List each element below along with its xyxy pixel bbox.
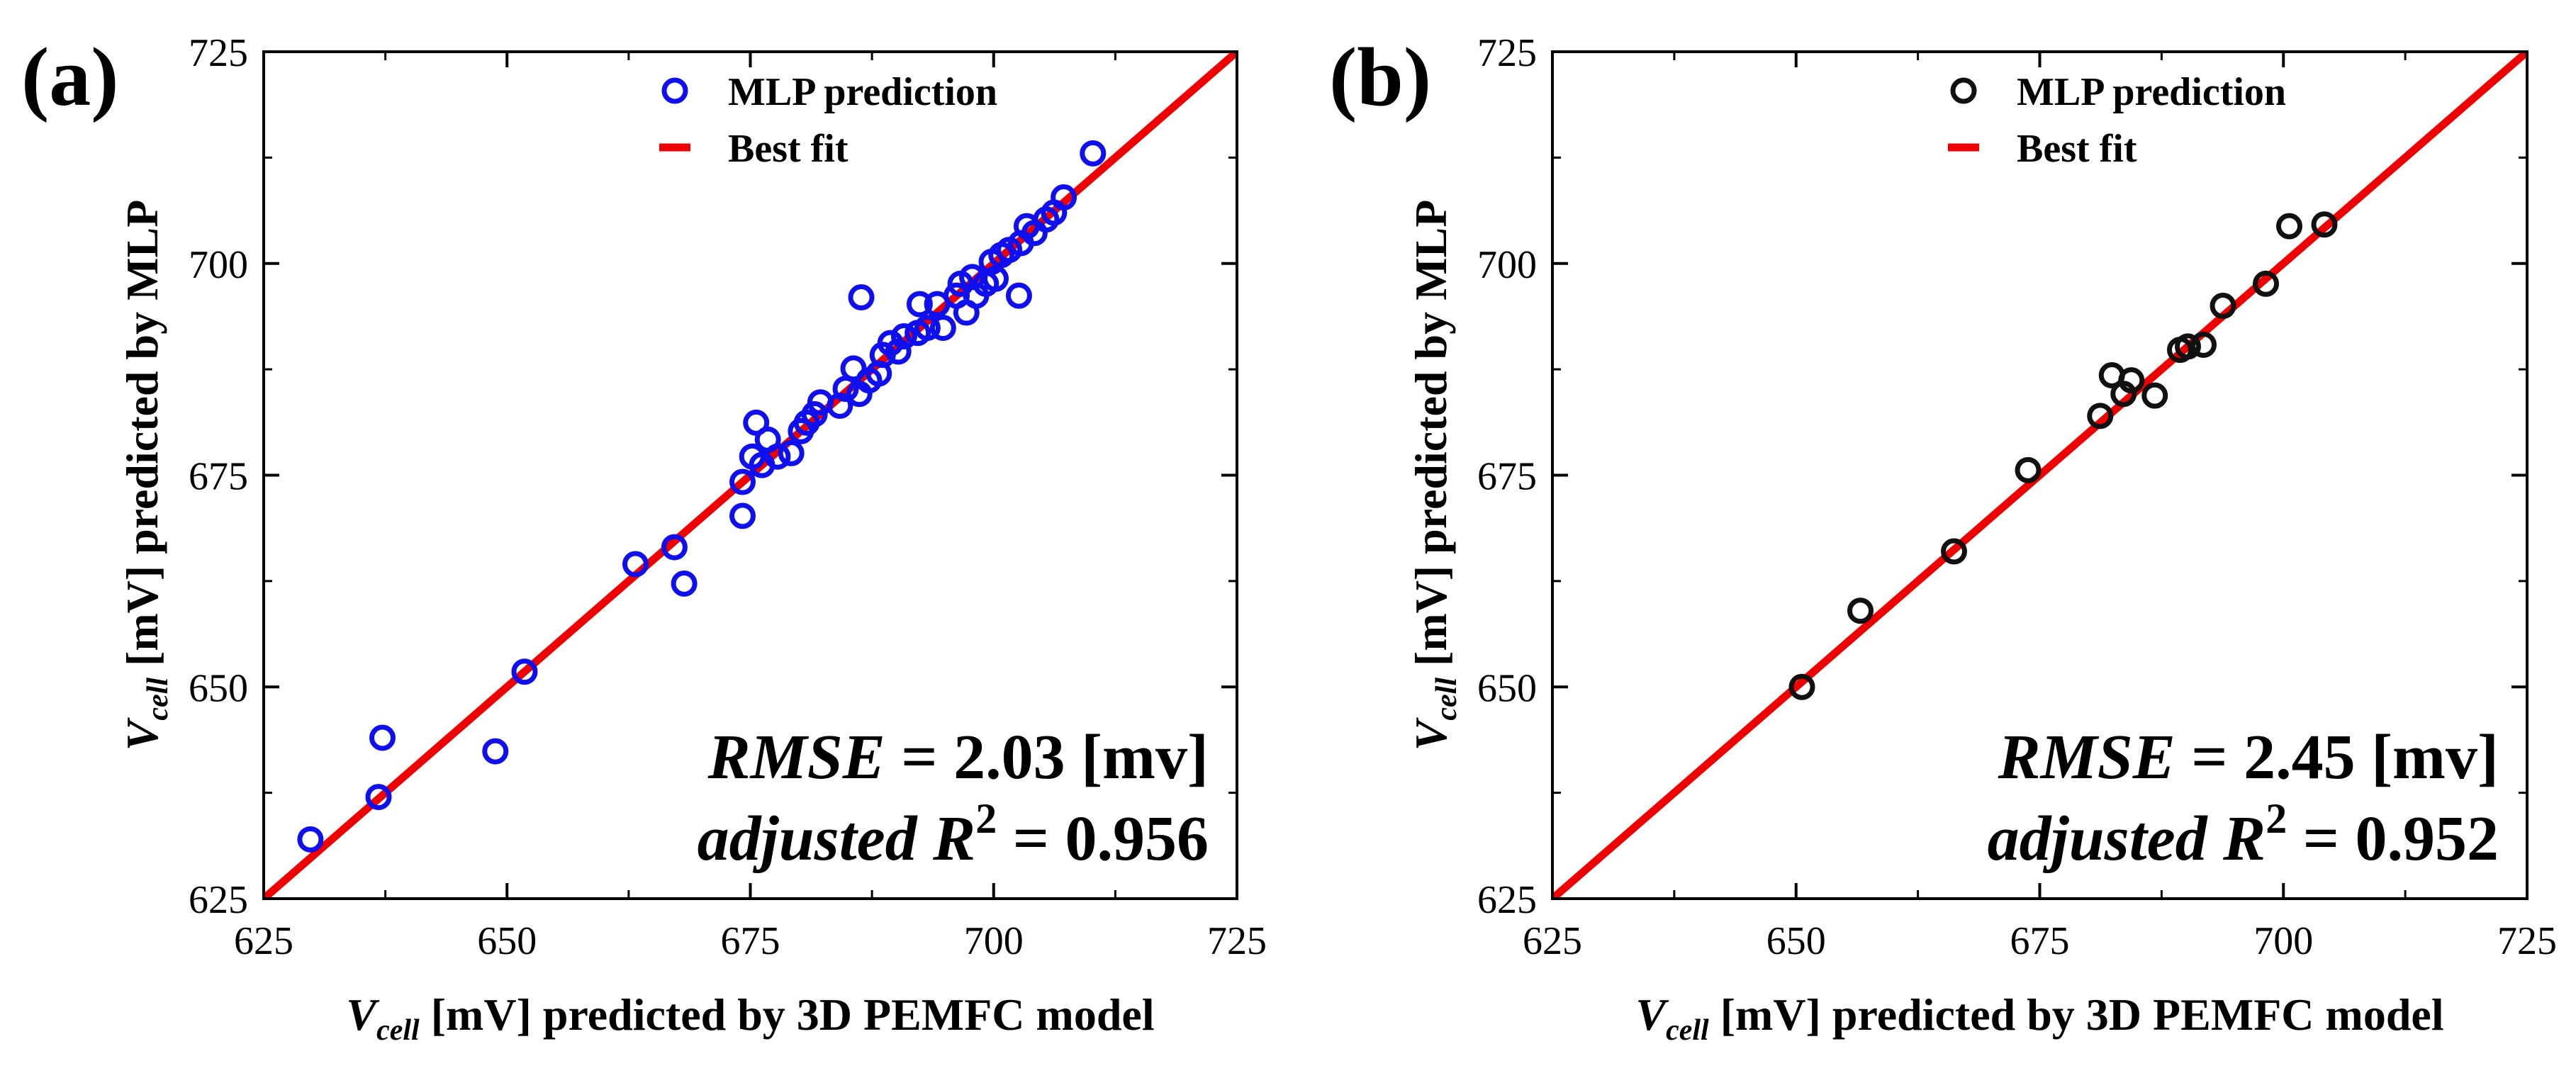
x-axis-label-subscript: cell: [376, 1014, 420, 1047]
y-axis-label-text: [mV] predicted by MLP: [117, 200, 167, 678]
panel-label: (b): [1329, 30, 1431, 123]
x-tick-label: 650: [477, 919, 537, 963]
x-tick-label: 700: [2253, 919, 2313, 963]
data-point: [1080, 140, 1107, 167]
annotation-r2-superscript: 2: [975, 795, 997, 842]
legend-label-line: Best fit: [728, 127, 849, 171]
x-tick-label: 725: [1207, 919, 1267, 963]
x-axis-label-subscript: cell: [1666, 1014, 1709, 1047]
data-point: [1051, 184, 1077, 211]
data-point: [2175, 333, 2201, 360]
x-tick-label: 725: [2497, 919, 2557, 963]
data-point: [2087, 403, 2114, 429]
data-point: [661, 534, 688, 561]
data-point: [982, 265, 1009, 292]
data-point: [671, 570, 698, 597]
data-point: [906, 291, 933, 318]
data-point: [729, 468, 756, 495]
annotation-r2-value: = 0.956: [997, 804, 1209, 874]
annotation-r2: adjusted R2 = 0.956: [698, 795, 1209, 874]
data-point: [885, 338, 912, 365]
annotation-r2-label: adjusted R: [1988, 804, 2266, 874]
data-point: [511, 658, 538, 685]
data-point: [890, 323, 917, 350]
x-tick-label: 700: [964, 919, 1024, 963]
y-axis-label-text: [mV] predicted by MLP: [1406, 200, 1456, 678]
data-point: [297, 826, 324, 853]
y-axis-label: Vcell [mV] predicted by MLP: [1406, 200, 1463, 751]
x-tick-label: 625: [234, 919, 293, 963]
annotation-rmse-value: = 2.03 [mv]: [885, 722, 1209, 792]
y-axis-label-symbol: V: [1406, 717, 1456, 751]
annotation-rmse-value: = 2.45 [mv]: [2175, 722, 2499, 792]
y-axis-label-subscript: cell: [142, 678, 174, 721]
y-tick-label: 700: [189, 243, 248, 287]
annotation-rmse: RMSE = 2.03 [mv]: [707, 722, 1209, 792]
data-point: [2253, 270, 2279, 297]
data-point: [729, 502, 756, 529]
data-point: [482, 738, 509, 765]
x-axis-label-text: [mV] predicted by 3D PEMFC model: [420, 989, 1155, 1040]
data-point: [1941, 538, 1967, 565]
panel-label: (a): [21, 30, 119, 123]
annotation-r2-superscript: 2: [2266, 795, 2287, 842]
data-point: [2311, 211, 2338, 238]
legend-marker-points: [1950, 77, 1977, 104]
legend-marker-points: [661, 77, 688, 104]
y-tick-label: 650: [1477, 666, 1537, 710]
data-point: [1847, 597, 1874, 624]
annotation-r2: adjusted R2 = 0.952: [1988, 795, 2499, 874]
data-point: [365, 784, 392, 811]
y-tick-label: 675: [189, 455, 248, 499]
data-point: [778, 439, 805, 466]
data-point: [914, 315, 941, 342]
panel-a: (a) 625 650 675 700 725 625 650 675 700 725 Vcell […: [21, 30, 1267, 1047]
data-point: [2276, 213, 2302, 240]
y-tick-label: 625: [189, 878, 248, 922]
data-point: [848, 284, 875, 311]
annotation-r2-value: = 0.952: [2287, 804, 2499, 874]
data-point: [622, 551, 649, 578]
data-point: [2190, 331, 2217, 358]
annotation-rmse-label: RMSE: [1998, 722, 2175, 792]
data-point: [764, 443, 791, 470]
data-point: [2210, 293, 2236, 319]
legend-label-points: MLP prediction: [2017, 70, 2286, 114]
x-tick-label: 675: [721, 919, 780, 963]
data-point: [929, 315, 956, 342]
x-axis-label: Vcell [mV] predicted by 3D PEMFC model: [346, 989, 1154, 1047]
panel-b: (b) 625 650 675 700 725 625 650 675 700 725 Vcell […: [1329, 30, 2557, 1047]
annotation-rmse: RMSE = 2.45 [mv]: [1998, 722, 2499, 792]
y-tick-label: 700: [1477, 243, 1537, 287]
data-point: [1788, 673, 1815, 700]
y-axis-label-symbol: V: [117, 717, 167, 751]
data-point: [743, 409, 770, 436]
y-tick-label: 725: [1477, 31, 1537, 75]
data-point: [1005, 282, 1032, 309]
data-point: [2015, 456, 2042, 483]
x-axis-label-symbol: V: [1635, 989, 1669, 1040]
x-axis-label: Vcell [mV] predicted by 3D PEMFC model: [1635, 989, 2443, 1047]
data-point: [369, 724, 396, 751]
y-tick-label: 650: [189, 666, 248, 710]
y-tick-label: 625: [1477, 878, 1537, 922]
legend-label-line: Best fit: [2017, 127, 2137, 171]
annotation-rmse-label: RMSE: [707, 722, 885, 792]
x-tick-label: 675: [2010, 919, 2070, 963]
legend-label-points: MLP prediction: [728, 70, 997, 114]
x-tick-label: 650: [1766, 919, 1826, 963]
y-tick-label: 675: [1477, 455, 1537, 499]
y-axis-label-subscript: cell: [1430, 678, 1463, 721]
x-axis-label-text: [mV] predicted by 3D PEMFC model: [1709, 989, 2444, 1040]
data-point: [2118, 367, 2145, 394]
y-tick-label: 725: [189, 31, 248, 75]
annotation-r2-label: adjusted R: [698, 804, 976, 874]
x-axis-label-symbol: V: [346, 989, 380, 1040]
y-axis-label: Vcell [mV] predicted by MLP: [117, 200, 174, 751]
data-point: [2141, 382, 2168, 409]
x-tick-label: 625: [1523, 919, 1582, 963]
